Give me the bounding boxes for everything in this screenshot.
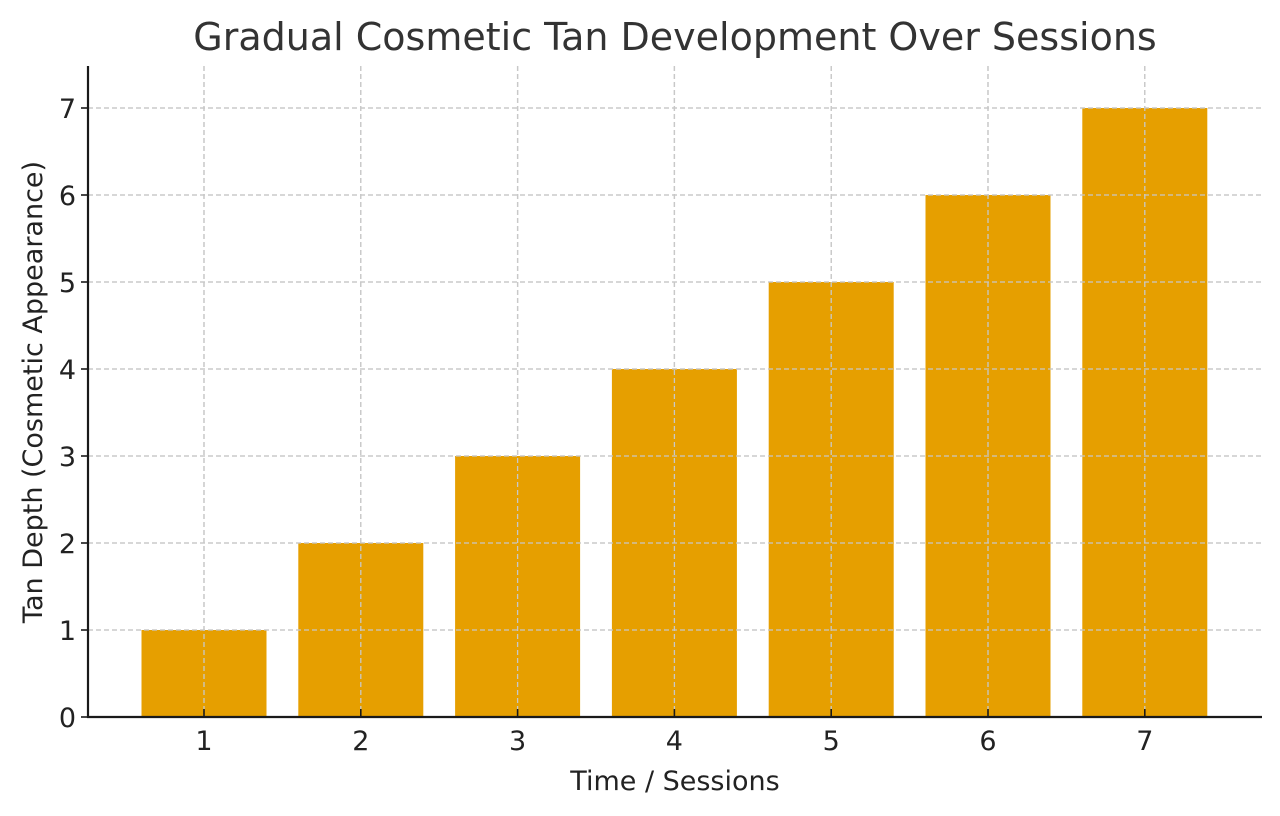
x-tick-label: 3: [509, 726, 526, 757]
x-tick-label: 6: [979, 726, 996, 757]
grid-lines-overlay: [88, 66, 1262, 717]
y-axis-label: Tan Depth (Cosmetic Appearance): [18, 161, 49, 624]
y-tick-label: 2: [59, 529, 76, 560]
x-tick-label: 2: [352, 726, 369, 757]
x-tick-label: 5: [823, 726, 840, 757]
axes: [81, 66, 1262, 719]
y-tick-label: 0: [59, 703, 76, 734]
x-tick-label: 4: [666, 726, 683, 757]
y-tick-label: 6: [59, 181, 76, 212]
chart-title: Gradual Cosmetic Tan Development Over Se…: [193, 15, 1156, 59]
y-tick-label: 7: [59, 94, 76, 125]
y-tick-label: 5: [59, 268, 76, 299]
x-axis-label: Time / Sessions: [569, 766, 779, 797]
y-tick-label: 3: [59, 442, 76, 473]
y-tick-label: 4: [59, 355, 76, 386]
y-tick-label: 1: [59, 616, 76, 647]
x-tick-labels: 1 2 3 4 5 6 7: [195, 726, 1153, 757]
y-tick-labels: 0 1 2 3 4 5 6 7: [59, 94, 76, 734]
x-tick-label: 7: [1136, 726, 1153, 757]
x-tick-label: 1: [195, 726, 212, 757]
